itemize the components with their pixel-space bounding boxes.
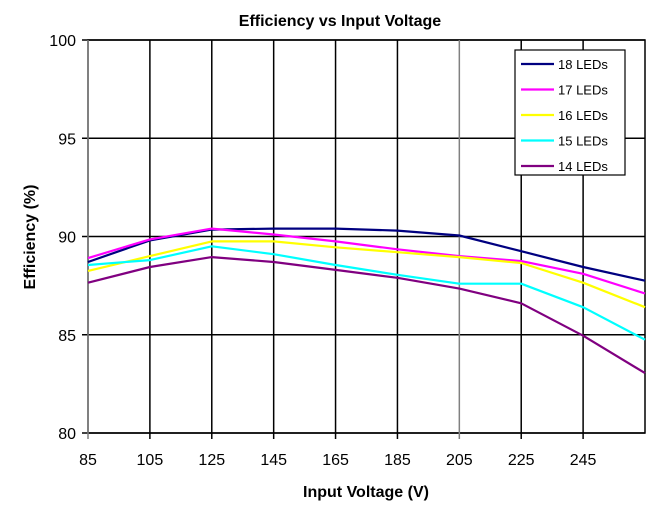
x-tick-label: 85 — [79, 452, 97, 469]
chart-title: Efficiency vs Input Voltage — [239, 13, 442, 30]
x-tick-label: 225 — [508, 452, 535, 469]
y-tick-label: 80 — [58, 426, 76, 443]
legend-label: 18 LEDs — [558, 57, 608, 72]
series-line-16-leds — [87, 240, 646, 309]
x-tick-label: 205 — [446, 452, 473, 469]
y-tick-label: 95 — [58, 131, 76, 148]
legend-label: 14 LEDs — [558, 159, 608, 174]
legend-box — [514, 49, 626, 176]
series-line-15-leds — [87, 245, 646, 341]
series-line-17-leds — [87, 227, 646, 295]
legend-label: 17 LEDs — [558, 83, 608, 98]
legend: 18 LEDs 17 LEDs 16 LEDs 15 LEDs 14 LEDs — [514, 49, 626, 176]
x-axis-label: Input Voltage (V) — [303, 484, 429, 501]
legend-label: 16 LEDs — [558, 108, 608, 123]
x-tick-label: 165 — [322, 452, 349, 469]
x-tick-label: 145 — [260, 452, 287, 469]
series-line-14-leds — [87, 256, 646, 375]
x-tick-label: 125 — [198, 452, 225, 469]
x-tick-label: 185 — [384, 452, 411, 469]
y-tick-label: 85 — [58, 328, 76, 345]
series-lines — [87, 227, 646, 375]
y-tick-label: 90 — [58, 230, 76, 247]
x-tick-label: 105 — [137, 452, 164, 469]
x-axis-ticks: 85 105 125 145 165 185 205 225 245 — [79, 452, 596, 469]
legend-label: 15 LEDs — [558, 134, 608, 149]
y-tick-label: 100 — [49, 33, 76, 50]
y-axis-label: Efficiency (%) — [22, 185, 39, 290]
y-axis-ticks: 80 85 90 95 100 — [49, 33, 76, 443]
x-tick-label: 245 — [570, 452, 597, 469]
